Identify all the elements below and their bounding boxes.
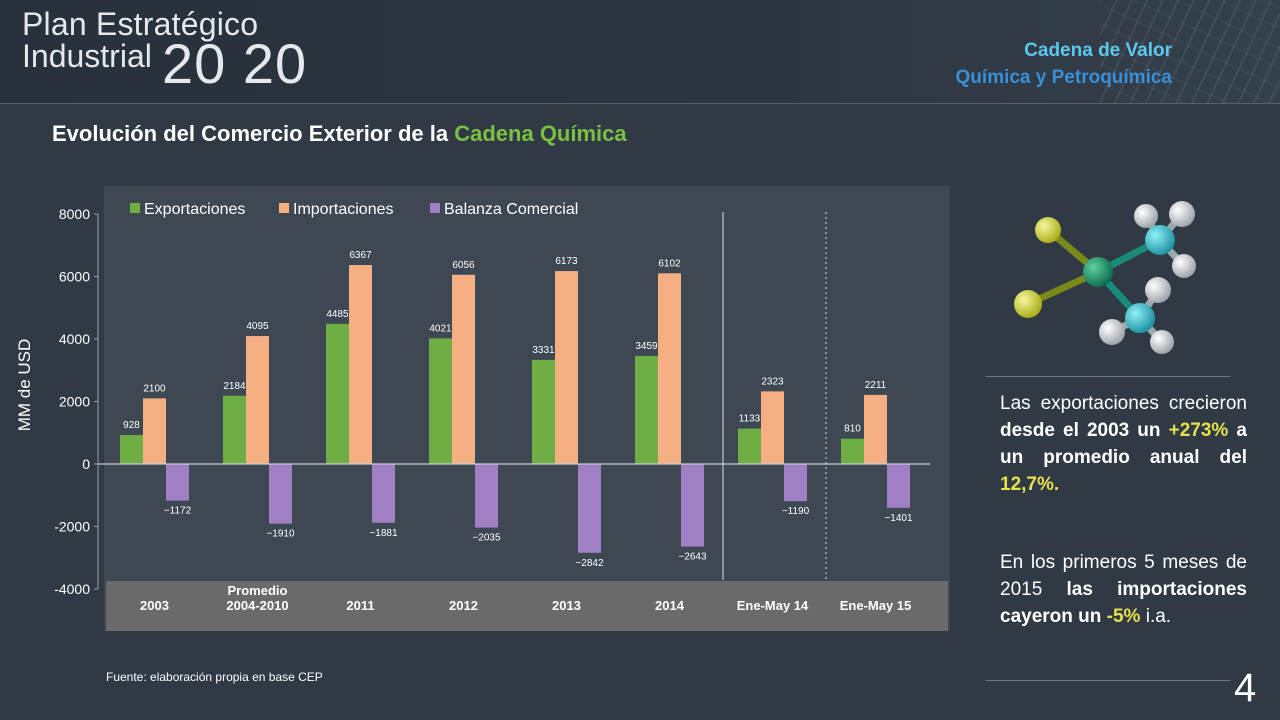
page-title-highlight: Cadena Química	[454, 121, 627, 146]
bar-value-label: 6102	[658, 258, 681, 269]
bar	[635, 355, 658, 464]
bar-value-label: −2643	[678, 552, 707, 563]
page-title: Evolución del Comercio Exterior de la Ca…	[52, 121, 627, 147]
y-tick-label: 4000	[59, 331, 90, 347]
divider-bottom	[986, 680, 1230, 681]
x-category-label-line: 2004-2010	[226, 598, 288, 613]
bar-value-label: −2842	[575, 558, 604, 569]
bar-value-label: 3331	[532, 345, 555, 356]
bar	[738, 428, 761, 464]
bar	[532, 359, 555, 464]
value-chain-label: Cadena de Valor	[1024, 40, 1172, 61]
x-category-label: Ene-May 14	[737, 598, 809, 613]
x-category-label: Promedio 2004-2010	[226, 583, 288, 613]
bar	[372, 464, 395, 523]
bar	[578, 464, 601, 553]
bar	[429, 338, 452, 464]
y-tick-label: 2000	[59, 394, 90, 410]
bar-value-label: 2184	[223, 381, 246, 392]
bar-value-label: −1190	[782, 506, 810, 517]
logo-line2: Industrial	[22, 38, 152, 74]
bar	[143, 398, 166, 464]
x-category-label: 2013	[552, 598, 581, 613]
y-tick-label: -4000	[54, 581, 90, 597]
x-category-label: Ene-May 15	[840, 598, 912, 613]
y-tick-label: 0	[82, 456, 90, 472]
bar-value-label: −1401	[884, 513, 913, 524]
bar	[349, 265, 372, 464]
x-category-label: 2014	[655, 598, 685, 613]
x-category-label: 2012	[449, 598, 478, 613]
bar	[326, 323, 349, 464]
divider-top	[986, 376, 1230, 377]
legend-label: Exportaciones	[144, 201, 245, 218]
x-category-label-line: Promedio	[228, 583, 288, 598]
bar-value-label: 4485	[326, 309, 349, 320]
page-number: 4	[1234, 666, 1257, 710]
y-tick-label: 8000	[59, 206, 90, 222]
bar-value-label: 2211	[865, 380, 887, 391]
bar	[246, 336, 269, 464]
y-axis-title: MM de USD	[15, 339, 34, 432]
bar-value-label: −1172	[164, 506, 192, 517]
bar-value-label: 2323	[761, 376, 784, 387]
bar-value-label: 1133	[739, 414, 761, 425]
legend-swatch	[130, 203, 140, 213]
bar-value-label: −2035	[472, 533, 501, 544]
insight-imports: En los primeros 5 meses de 2015 las impo…	[1000, 552, 1248, 627]
logo-year: 20 20	[162, 32, 308, 95]
bar	[452, 274, 475, 464]
bar	[864, 394, 887, 464]
page-title-prefix: Evolución del Comercio Exterior de la	[52, 121, 455, 146]
bar-value-label: 6367	[349, 250, 372, 261]
logo-line1: Plan Estratégico	[22, 6, 259, 42]
legend-swatch	[430, 203, 440, 213]
bar	[658, 273, 681, 464]
legend-label: Importaciones	[293, 201, 394, 218]
bar	[841, 438, 864, 464]
bar-value-label: −1881	[369, 528, 398, 539]
bar	[761, 391, 784, 464]
bar-value-label: 928	[123, 420, 140, 431]
molecule-illustration	[1014, 201, 1196, 354]
value-chain-name: Química y Petroquímica	[955, 67, 1172, 88]
y-tick-label: 6000	[59, 269, 90, 285]
bar	[269, 464, 292, 524]
y-tick-label: -2000	[54, 519, 90, 535]
bar-value-label: 6056	[452, 260, 475, 271]
bar	[475, 464, 498, 528]
bar	[887, 464, 910, 508]
bar-value-label: 4021	[429, 323, 452, 334]
bar	[223, 395, 246, 464]
bar-value-label: 6173	[555, 256, 578, 267]
bar	[166, 464, 189, 501]
header-bar: Plan Estratégico Industrial 20 20 Cadena…	[0, 0, 1280, 104]
bar-value-label: 810	[844, 424, 861, 435]
bar-value-label: 3459	[635, 341, 658, 352]
x-category-label: 2011	[346, 598, 374, 613]
x-category-label: 2003	[140, 598, 169, 613]
category-strip	[106, 581, 948, 631]
bar	[555, 271, 578, 464]
source-note: Fuente: elaboración propia en base CEP	[106, 670, 323, 684]
legend-swatch	[279, 203, 289, 213]
bar	[784, 464, 807, 502]
bar	[120, 435, 143, 464]
bar	[681, 464, 704, 547]
bar-value-label: −1910	[266, 529, 295, 540]
legend-label: Balanza Comercial	[444, 201, 578, 218]
bar-value-label: 2100	[143, 383, 166, 394]
header-decoration	[1100, 0, 1280, 103]
bar-value-label: 4095	[246, 321, 269, 332]
insight-exports: Las exportaciones crecieron desde el 200…	[1000, 393, 1247, 495]
